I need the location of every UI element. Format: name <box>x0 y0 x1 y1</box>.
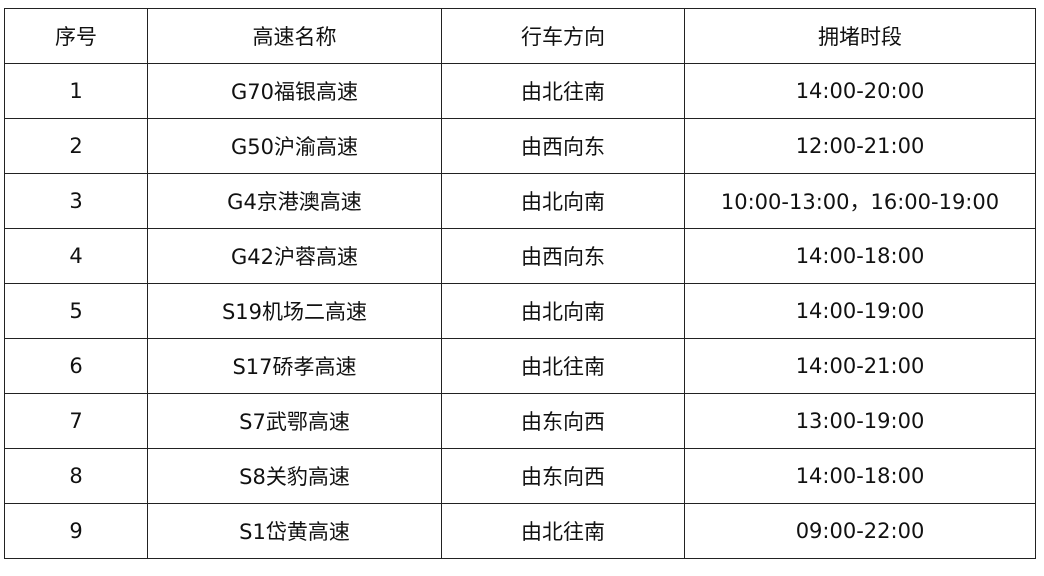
table-row: 2 G50沪渝高速 由西向东 12:00-21:00 <box>4 118 1036 174</box>
cell-congestion-period: 09:00-22:00 <box>684 503 1036 559</box>
header-direction: 行车方向 <box>441 8 685 64</box>
cell-index: 1 <box>4 63 148 119</box>
cell-index: 9 <box>4 503 148 559</box>
cell-direction: 由北往南 <box>441 338 685 394</box>
cell-index: 7 <box>4 393 148 449</box>
cell-highway-name: S7武鄂高速 <box>147 393 442 449</box>
table-row: 8 S8关豹高速 由东向西 14:00-18:00 <box>4 448 1036 504</box>
congestion-table: 序号 高速名称 行车方向 拥堵时段 1 G70福银高速 由北往南 14:00-20:00 2 G… <box>4 8 1036 559</box>
cell-direction: 由西向东 <box>441 118 685 174</box>
cell-congestion-period: 14:00-18:00 <box>684 228 1036 284</box>
cell-direction: 由东向西 <box>441 448 685 504</box>
table-row: 5 S19机场二高速 由北向南 14:00-19:00 <box>4 283 1036 339</box>
table-row: 3 G4京港澳高速 由北向南 10:00-13:00，16:00-19:00 <box>4 173 1036 229</box>
header-row: 序号 高速名称 行车方向 拥堵时段 <box>4 8 1036 64</box>
cell-index: 6 <box>4 338 148 394</box>
cell-congestion-period: 12:00-21:00 <box>684 118 1036 174</box>
cell-index: 3 <box>4 173 148 229</box>
cell-direction: 由北向南 <box>441 283 685 339</box>
header-congestion-period: 拥堵时段 <box>684 8 1036 64</box>
cell-highway-name: G50沪渝高速 <box>147 118 442 174</box>
table-row: 6 S17硚孝高速 由北往南 14:00-21:00 <box>4 338 1036 394</box>
table-row: 4 G42沪蓉高速 由西向东 14:00-18:00 <box>4 228 1036 284</box>
cell-direction: 由北往南 <box>441 503 685 559</box>
cell-congestion-period: 10:00-13:00，16:00-19:00 <box>684 173 1036 229</box>
cell-index: 4 <box>4 228 148 284</box>
cell-congestion-period: 14:00-20:00 <box>684 63 1036 119</box>
cell-highway-name: G4京港澳高速 <box>147 173 442 229</box>
cell-congestion-period: 14:00-21:00 <box>684 338 1036 394</box>
cell-index: 2 <box>4 118 148 174</box>
table-row: 1 G70福银高速 由北往南 14:00-20:00 <box>4 63 1036 119</box>
cell-direction: 由西向东 <box>441 228 685 284</box>
cell-direction: 由东向西 <box>441 393 685 449</box>
table-row: 9 S1岱黄高速 由北往南 09:00-22:00 <box>4 503 1036 559</box>
cell-highway-name: S17硚孝高速 <box>147 338 442 394</box>
cell-highway-name: S8关豹高速 <box>147 448 442 504</box>
table-row: 7 S7武鄂高速 由东向西 13:00-19:00 <box>4 393 1036 449</box>
cell-congestion-period: 13:00-19:00 <box>684 393 1036 449</box>
cell-highway-name: S19机场二高速 <box>147 283 442 339</box>
cell-index: 8 <box>4 448 148 504</box>
header-index: 序号 <box>4 8 148 64</box>
header-highway-name: 高速名称 <box>147 8 442 64</box>
cell-highway-name: S1岱黄高速 <box>147 503 442 559</box>
cell-index: 5 <box>4 283 148 339</box>
cell-highway-name: G70福银高速 <box>147 63 442 119</box>
cell-direction: 由北往南 <box>441 63 685 119</box>
cell-highway-name: G42沪蓉高速 <box>147 228 442 284</box>
cell-congestion-period: 14:00-18:00 <box>684 448 1036 504</box>
cell-congestion-period: 14:00-19:00 <box>684 283 1036 339</box>
cell-direction: 由北向南 <box>441 173 685 229</box>
